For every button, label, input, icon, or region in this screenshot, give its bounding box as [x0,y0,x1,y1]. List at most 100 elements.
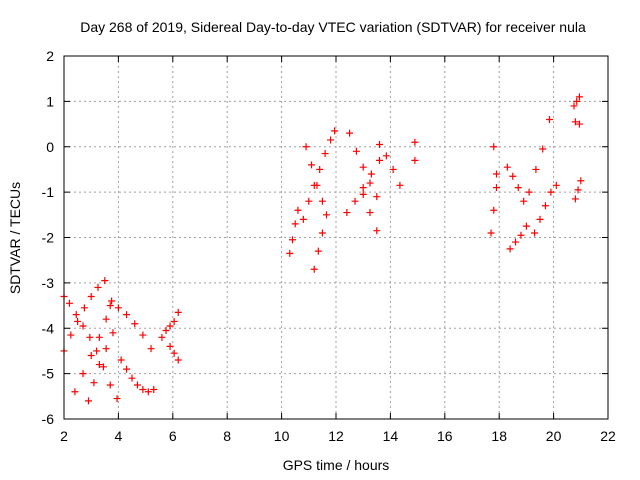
data-point-arc-c1 [490,206,498,214]
x-tick-label: 12 [328,428,344,444]
y-tick-label: -2 [42,230,55,246]
data-point-arc-c7 [552,181,560,189]
data-point-arc-a4 [95,361,103,369]
data-point-arc-a6 [150,386,158,394]
x-tick-label: 16 [437,428,453,444]
data-point-arc-b8 [389,165,397,173]
data-point-arc-c1 [492,184,500,192]
data-point-arc-a5 [139,331,147,339]
data-point-arc-a1 [67,331,75,339]
x-tick-label: 2 [60,428,68,444]
data-point-arc-a1 [101,277,109,285]
data-points [60,93,585,405]
data-point-arc-b4 [310,265,318,273]
data-point-arc-c5 [546,116,554,124]
data-point-arc-a2 [113,395,121,403]
x-axis-label: GPS time / hours [283,457,390,473]
data-point-arc-a3 [102,315,110,323]
data-point-arc-c4 [517,231,525,239]
data-point-arc-a8 [170,349,178,357]
data-point-arc-a8 [174,356,182,364]
data-point-arc-b3 [318,197,326,205]
data-point-arc-b4 [322,211,330,219]
data-point-arc-b8 [382,152,390,160]
data-point-arc-a6 [128,374,136,382]
data-point-arc-a6 [133,381,141,389]
data-point-arc-b5 [343,209,351,217]
data-point-arc-b9 [411,156,419,164]
data-point-arc-a2 [106,381,114,389]
data-point-arc-b6 [346,129,354,137]
data-point-arc-c5 [539,145,547,153]
x-tick-label: 6 [169,428,177,444]
data-point-arc-a1 [80,304,88,312]
data-point-arc-b8 [396,181,404,189]
y-axis-label: SDTVAR / TECUs [7,182,23,294]
data-point-arc-a2 [93,347,101,355]
data-point-arc-a1 [87,292,95,300]
data-point-arc-a4 [102,345,110,353]
data-point-arc-a5 [147,345,155,353]
data-point-arc-c8 [571,195,579,203]
data-point-arc-b5 [376,156,384,164]
data-point-arc-c2 [492,170,500,178]
data-point-arc-b2 [321,150,329,158]
data-point-arc-a3 [108,297,116,305]
y-tick-label: 1 [46,93,54,109]
data-point-arc-a5 [106,302,114,310]
data-point-arc-a8 [166,342,174,350]
data-point-arc-a4 [84,397,92,405]
x-tick-label: 20 [546,428,562,444]
x-tick-label: 8 [223,428,231,444]
data-point-arc-c8 [574,186,582,194]
data-point-arc-a1 [74,317,82,325]
data-point-arc-b1 [288,236,296,244]
data-point-arc-a1 [94,283,102,291]
data-point-arc-a4 [90,379,98,387]
data-point-arc-b7 [366,209,374,217]
data-point-arc-a6 [144,388,152,396]
grid-lines [64,56,608,419]
y-tick-label: -6 [42,411,55,427]
y-tick-label: -4 [42,320,55,336]
data-point-arc-c5 [525,188,533,196]
data-point-arc-c1 [487,229,495,237]
data-point-arc-b5 [351,197,359,205]
data-point-arc-b4 [314,247,322,255]
data-point-arc-a2 [99,363,107,371]
data-point-arc-a3 [71,388,79,396]
data-point-arc-c3 [520,197,528,205]
data-point-arc-a6 [117,356,125,364]
data-point-arc-b6 [359,163,367,171]
data-point-arc-a6 [123,365,131,373]
data-point-arc-c6 [536,215,544,223]
data-point-arc-b1 [294,206,302,214]
data-point-arc-b7 [359,190,367,198]
data-point-arc-a5 [123,311,131,319]
data-point-arc-a7 [170,317,178,325]
data-point-arc-b2 [316,165,324,173]
data-point-arc-b3 [308,161,316,169]
data-point-arc-b2 [299,215,307,223]
x-tick-label: 10 [274,428,290,444]
data-point-arc-b9 [411,138,419,146]
data-point-arc-c4 [522,222,530,230]
data-point-arc-b2 [305,197,313,205]
data-point-arc-a3 [87,351,95,359]
y-tick-label: -1 [42,184,55,200]
x-tick-label: 22 [600,428,616,444]
y-tick-label: 0 [46,139,54,155]
x-tick-label: 18 [491,428,507,444]
data-point-arc-a2 [79,322,87,330]
data-point-arc-a5 [114,304,122,312]
data-point-arc-c6 [547,188,555,196]
data-point-arc-c5 [532,165,540,173]
data-point-arc-c4 [512,238,520,246]
y-tick-label: -3 [42,275,55,291]
y-tick-label: -5 [42,366,55,382]
data-point-arc-a2 [72,311,80,319]
data-point-arc-b3 [302,143,310,151]
data-point-arc-b8 [376,140,384,148]
data-point-arc-c3 [503,163,511,171]
data-point-arc-c9 [573,97,581,105]
